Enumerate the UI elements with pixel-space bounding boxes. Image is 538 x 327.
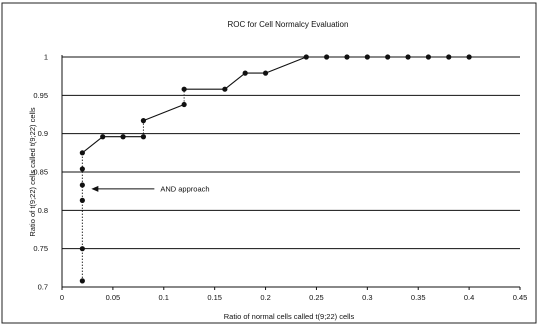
series-segment bbox=[143, 104, 185, 122]
data-point bbox=[140, 118, 147, 124]
annotation-arrowhead bbox=[91, 185, 99, 192]
y-tick-label: 1 bbox=[44, 53, 48, 62]
y-tick-label: 0.95 bbox=[33, 91, 48, 100]
data-point bbox=[222, 86, 228, 92]
x-tick-label: 0.25 bbox=[309, 293, 324, 302]
data-point bbox=[79, 246, 85, 252]
data-point bbox=[466, 54, 472, 60]
x-tick-label: 0.3 bbox=[362, 293, 372, 302]
data-point bbox=[344, 54, 350, 60]
gridlines bbox=[62, 56, 520, 288]
data-point bbox=[385, 54, 391, 60]
series-line bbox=[82, 56, 470, 154]
series-segment bbox=[224, 72, 246, 90]
y-tick-label: 0.75 bbox=[33, 244, 48, 253]
data-point bbox=[140, 134, 147, 140]
data-point bbox=[181, 86, 187, 92]
x-tick-label: 0.45 bbox=[513, 293, 528, 302]
x-tick-label: 0.2 bbox=[260, 293, 270, 302]
tick-labels: 0.7 0.75 0.8 0.85 0.9 0.95 1 0 0.05 0.1 0.15 0.2 0.2… bbox=[33, 53, 527, 303]
y-tick-label: 0.8 bbox=[38, 206, 48, 215]
x-axis-title: Ratio of normal cells called t(9;22) cel… bbox=[224, 312, 355, 321]
data-point bbox=[79, 150, 85, 156]
y-tick-label: 0.85 bbox=[33, 168, 48, 177]
x-tick-label: 0.35 bbox=[411, 293, 426, 302]
data-point bbox=[446, 54, 452, 60]
data-point bbox=[79, 166, 85, 172]
annotation-label: AND approach bbox=[160, 184, 209, 193]
data-point bbox=[79, 278, 85, 284]
data-point bbox=[425, 54, 431, 60]
data-points bbox=[79, 54, 472, 284]
annotations: AND approach bbox=[91, 184, 210, 193]
x-tick-label: 0.1 bbox=[159, 293, 169, 302]
data-point bbox=[100, 134, 106, 140]
x-tick-label: 0.4 bbox=[464, 293, 474, 302]
data-point bbox=[242, 70, 248, 76]
x-tick-label: 0 bbox=[60, 293, 64, 302]
axes bbox=[61, 55, 521, 290]
x-tick-label: 0.15 bbox=[207, 293, 222, 302]
data-point bbox=[79, 182, 85, 188]
data-point bbox=[120, 134, 126, 140]
y-tick-label: 0.7 bbox=[38, 283, 48, 292]
data-point bbox=[262, 70, 269, 76]
data-point bbox=[79, 197, 85, 203]
data-point bbox=[364, 54, 370, 60]
y-tick-label: 0.9 bbox=[38, 129, 48, 138]
data-point bbox=[405, 54, 411, 60]
data-point bbox=[181, 101, 187, 108]
x-tick-label: 0.05 bbox=[106, 293, 121, 302]
y-axis-title: Ratio of t(9;22) cells called t(9;22) ce… bbox=[28, 107, 37, 236]
chart-title: ROC for Cell Normalcy Evaluation bbox=[228, 20, 349, 29]
series-segment bbox=[265, 56, 307, 74]
data-point bbox=[303, 54, 309, 60]
series-segment bbox=[82, 136, 104, 154]
data-point bbox=[324, 54, 330, 60]
